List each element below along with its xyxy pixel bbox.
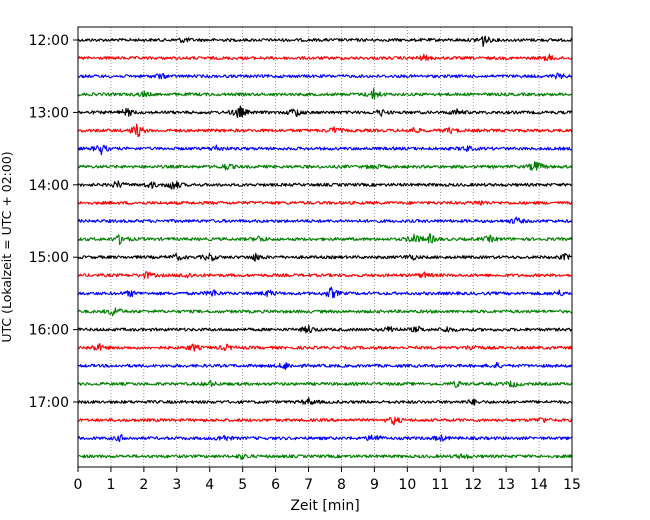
x-tick-label: 13 — [497, 477, 515, 493]
trace-line — [77, 307, 573, 317]
x-tick-label: 14 — [530, 477, 548, 493]
x-tick-label: 11 — [431, 477, 449, 493]
x-tick-label: 4 — [205, 477, 214, 493]
y-tick-label: 15:00 — [29, 250, 69, 266]
x-tick-label: 7 — [304, 477, 313, 493]
y-tick-label: 17:00 — [29, 395, 69, 411]
trace-line — [77, 286, 573, 299]
trace-line — [77, 343, 573, 352]
y-tick-label: 14:00 — [29, 178, 69, 194]
x-tick-label: 8 — [337, 477, 346, 493]
trace-lines — [77, 35, 573, 460]
trace-line — [77, 53, 573, 62]
y-axis-ticks: 12:00 13:00 14:00 15:00 16:00 17:00 — [29, 33, 78, 411]
x-tick-label: 10 — [398, 477, 416, 493]
trace-line — [77, 271, 573, 280]
trace-line — [77, 362, 573, 371]
trace-line — [77, 87, 573, 100]
x-tick-label: 2 — [139, 477, 148, 493]
plot-frame — [77, 26, 573, 468]
trace-line — [77, 105, 573, 118]
trace-line — [77, 397, 573, 406]
trace-line — [77, 123, 573, 138]
y-axis-label: UTC (Lokalzeit = UTC + 02:00) — [0, 151, 14, 342]
x-tick-label: 3 — [172, 477, 181, 493]
trace-line — [77, 161, 573, 171]
trace-line — [77, 144, 573, 156]
trace-line — [77, 416, 573, 426]
minute-grid — [110, 27, 540, 467]
trace-line — [77, 180, 573, 190]
x-tick-label: 6 — [271, 477, 280, 493]
x-tick-label: 15 — [563, 477, 581, 493]
trace-line — [77, 453, 573, 460]
y-tick-label: 13:00 — [29, 105, 69, 121]
trace-line — [77, 433, 573, 443]
y-tick-label: 12:00 — [29, 33, 69, 49]
x-tick-label: 0 — [74, 477, 83, 493]
x-axis-ticks: 0 1 2 3 4 5 6 7 8 9 10 11 12 13 14 15 — [74, 467, 581, 493]
x-tick-label: 12 — [464, 477, 482, 493]
trace-line — [77, 379, 573, 388]
x-tick-label: 9 — [370, 477, 379, 493]
trace-line — [77, 324, 573, 334]
trace-line — [77, 233, 573, 246]
x-tick-label: 5 — [238, 477, 247, 493]
trace-line — [77, 72, 573, 80]
trace-line — [77, 216, 573, 224]
x-tick-label: 1 — [106, 477, 115, 493]
y-tick-label: 16:00 — [29, 323, 69, 339]
x-axis-label: Zeit [min] — [290, 498, 359, 514]
trace-line — [77, 35, 573, 48]
trace-line — [77, 252, 573, 262]
trace-line — [77, 200, 573, 206]
